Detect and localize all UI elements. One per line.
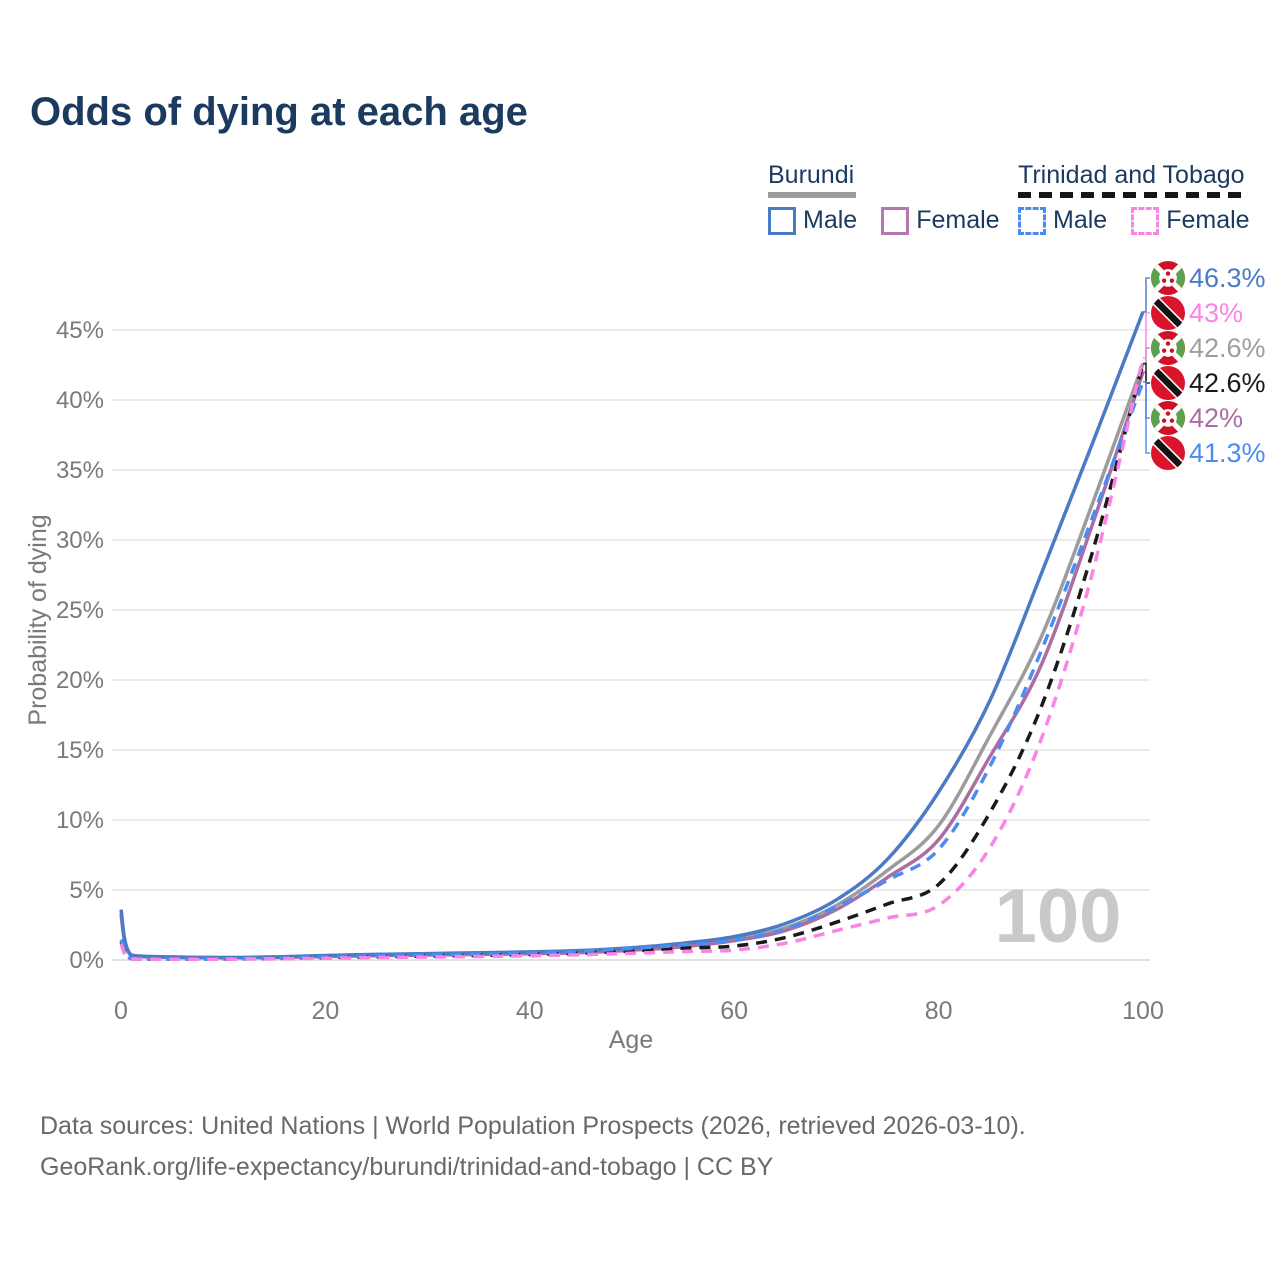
age-counter-watermark: 100 [995, 874, 1122, 959]
legend-burundi-male-label[interactable]: Male [803, 206, 858, 234]
series-line-burundi-male[interactable] [119, 311, 1145, 960]
legend-group-burundi: Burundi Male Female [768, 161, 1000, 235]
end-value-label: 41.3% [1189, 438, 1266, 468]
x-tick-label: 40 [516, 997, 544, 1025]
end-value-label: 42.6% [1189, 333, 1266, 363]
series-line-burundi-female[interactable] [119, 371, 1145, 960]
legend-tt-female-swatch[interactable] [1131, 206, 1160, 235]
legend-burundi-male-swatch[interactable] [768, 206, 796, 235]
legend-tt-both-sexes-line-swatch [1018, 192, 1247, 198]
trinidad-and-tobago-flag-icon [1151, 366, 1185, 400]
legend-burundi-header[interactable]: Burundi [768, 161, 855, 189]
y-tick-label: 0% [69, 947, 104, 974]
legend-tt-header[interactable]: Trinidad and Tobago [1018, 161, 1245, 189]
end-label-leader [1143, 277, 1150, 313]
series-line-trinidad-and-tobago-male[interactable] [119, 381, 1145, 961]
y-tick-label: 35% [56, 457, 104, 484]
y-tick-label: 20% [56, 667, 104, 694]
x-tick-label: 80 [925, 997, 953, 1025]
trinidad-and-tobago-flag-icon [1151, 436, 1185, 470]
legend-burundi-female-swatch[interactable] [881, 206, 910, 235]
footer: Data sources: United Nations | World Pop… [40, 1106, 1026, 1188]
footer-attribution: GeoRank.org/life-expectancy/burundi/trin… [40, 1153, 774, 1181]
trinidad-and-tobago-flag-icon [1151, 296, 1185, 330]
footer-data-sources: Data sources: United Nations | World Pop… [40, 1112, 1026, 1140]
legend-tt-female-label[interactable]: Female [1166, 206, 1250, 234]
y-tick-label: 25% [56, 597, 104, 624]
gridlines: 0% 5% 10% 15% 20% 25% 30% 35% 40% 45% 0 20 40 60 80 100 [56, 317, 1164, 1025]
y-tick-label: 10% [56, 807, 104, 834]
burundi-flag-icon [1151, 401, 1185, 435]
y-tick-label: 15% [56, 737, 104, 764]
x-tick-label: 60 [720, 997, 748, 1025]
x-tick-label: 20 [311, 997, 339, 1025]
legend-burundi-both-sexes-line-swatch [768, 192, 856, 198]
series-line-burundi-both-sexes[interactable] [119, 363, 1145, 960]
legend-group-trinidad-and-tobago: Trinidad and Tobago Male Female [1018, 161, 1250, 235]
end-value-label: 43% [1189, 298, 1243, 328]
end-value-label: 46.3% [1189, 263, 1266, 293]
end-value-label: 42.6% [1189, 368, 1266, 398]
x-axis-title: Age [609, 1026, 653, 1054]
series-line-trinidad-and-tobago-female[interactable] [119, 357, 1145, 962]
legend-tt-male-label[interactable]: Male [1053, 206, 1108, 234]
x-tick-label: 0 [114, 997, 128, 1025]
page-title: Odds of dying at each age [30, 90, 528, 134]
odds-of-dying-chart: 0% 5% 10% 15% 20% 25% 30% 35% 40% 45% 0 20 40 60 80 100… [24, 261, 1266, 1054]
burundi-flag-icon [1151, 261, 1185, 295]
legend-burundi-female-label[interactable]: Female [916, 206, 1000, 234]
y-tick-label: 45% [56, 317, 104, 344]
y-axis-title: Probability of dying [24, 514, 52, 725]
y-tick-label: 40% [56, 387, 104, 414]
end-label-leader [1143, 362, 1150, 384]
x-tick-label: 100 [1122, 997, 1164, 1025]
end-value-label: 42% [1189, 403, 1243, 433]
y-tick-label: 5% [69, 877, 104, 904]
legend-tt-male-swatch[interactable] [1018, 206, 1046, 235]
series-lines [119, 311, 1145, 962]
series-line-trinidad-and-tobago-both-sexes[interactable] [119, 363, 1145, 961]
burundi-flag-icon [1151, 331, 1185, 365]
end-label-leader [1143, 381, 1150, 454]
end-label-leader [1143, 312, 1150, 359]
end-annotations: 46.3% 43% 42.6% 42.6% 42% 41.3% [1143, 261, 1266, 470]
y-tick-label: 30% [56, 527, 104, 554]
